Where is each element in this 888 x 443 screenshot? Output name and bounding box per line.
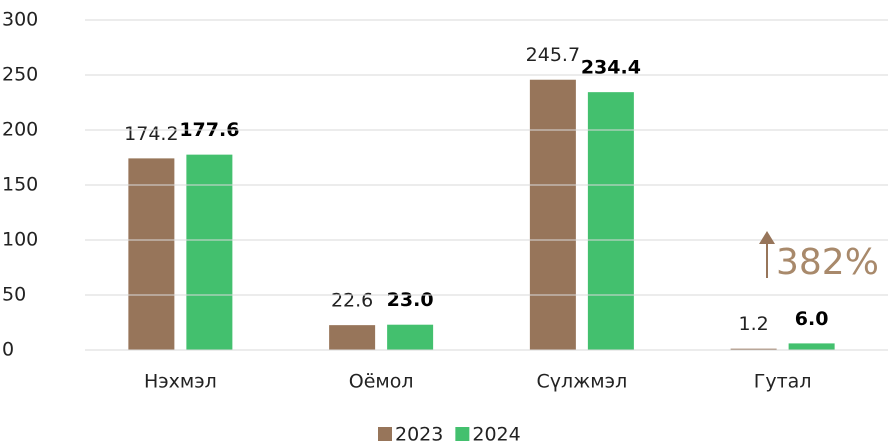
y-tick-label: 200 [2,119,38,141]
value-label: 23.0 [387,289,434,311]
legend-label: 2024 [472,424,520,443]
x-tick-label: Оёмол [349,371,414,393]
bar [587,92,634,350]
legend-swatch [455,427,470,441]
value-label: 22.6 [331,290,373,312]
bar [529,79,576,350]
value-label: 6.0 [795,308,829,330]
bar [128,158,175,350]
bar [387,324,434,350]
annotation-arrowhead [759,231,775,244]
legend-swatch [378,427,392,441]
y-tick-label: 0 [2,339,14,361]
legend-label: 2023 [395,424,443,443]
value-label: 234.4 [581,57,641,79]
y-tick-label: 100 [2,229,38,251]
y-tick-label: 150 [2,174,38,196]
value-label: 174.2 [124,123,178,145]
x-tick-label: Нэхмэл [144,371,217,393]
bar [788,343,835,350]
bar [329,325,376,350]
y-tick-label: 50 [2,284,26,306]
value-label: 1.2 [739,313,769,335]
annotation: 382% [776,242,879,283]
y-tick-label: 300 [2,9,38,31]
bar [730,348,777,350]
x-tick-label: Сүлжмэл [537,371,628,393]
x-tick-label: Гутал [754,371,812,393]
value-label: 245.7 [526,44,580,66]
y-tick-label: 250 [2,64,38,86]
bar [186,154,233,350]
